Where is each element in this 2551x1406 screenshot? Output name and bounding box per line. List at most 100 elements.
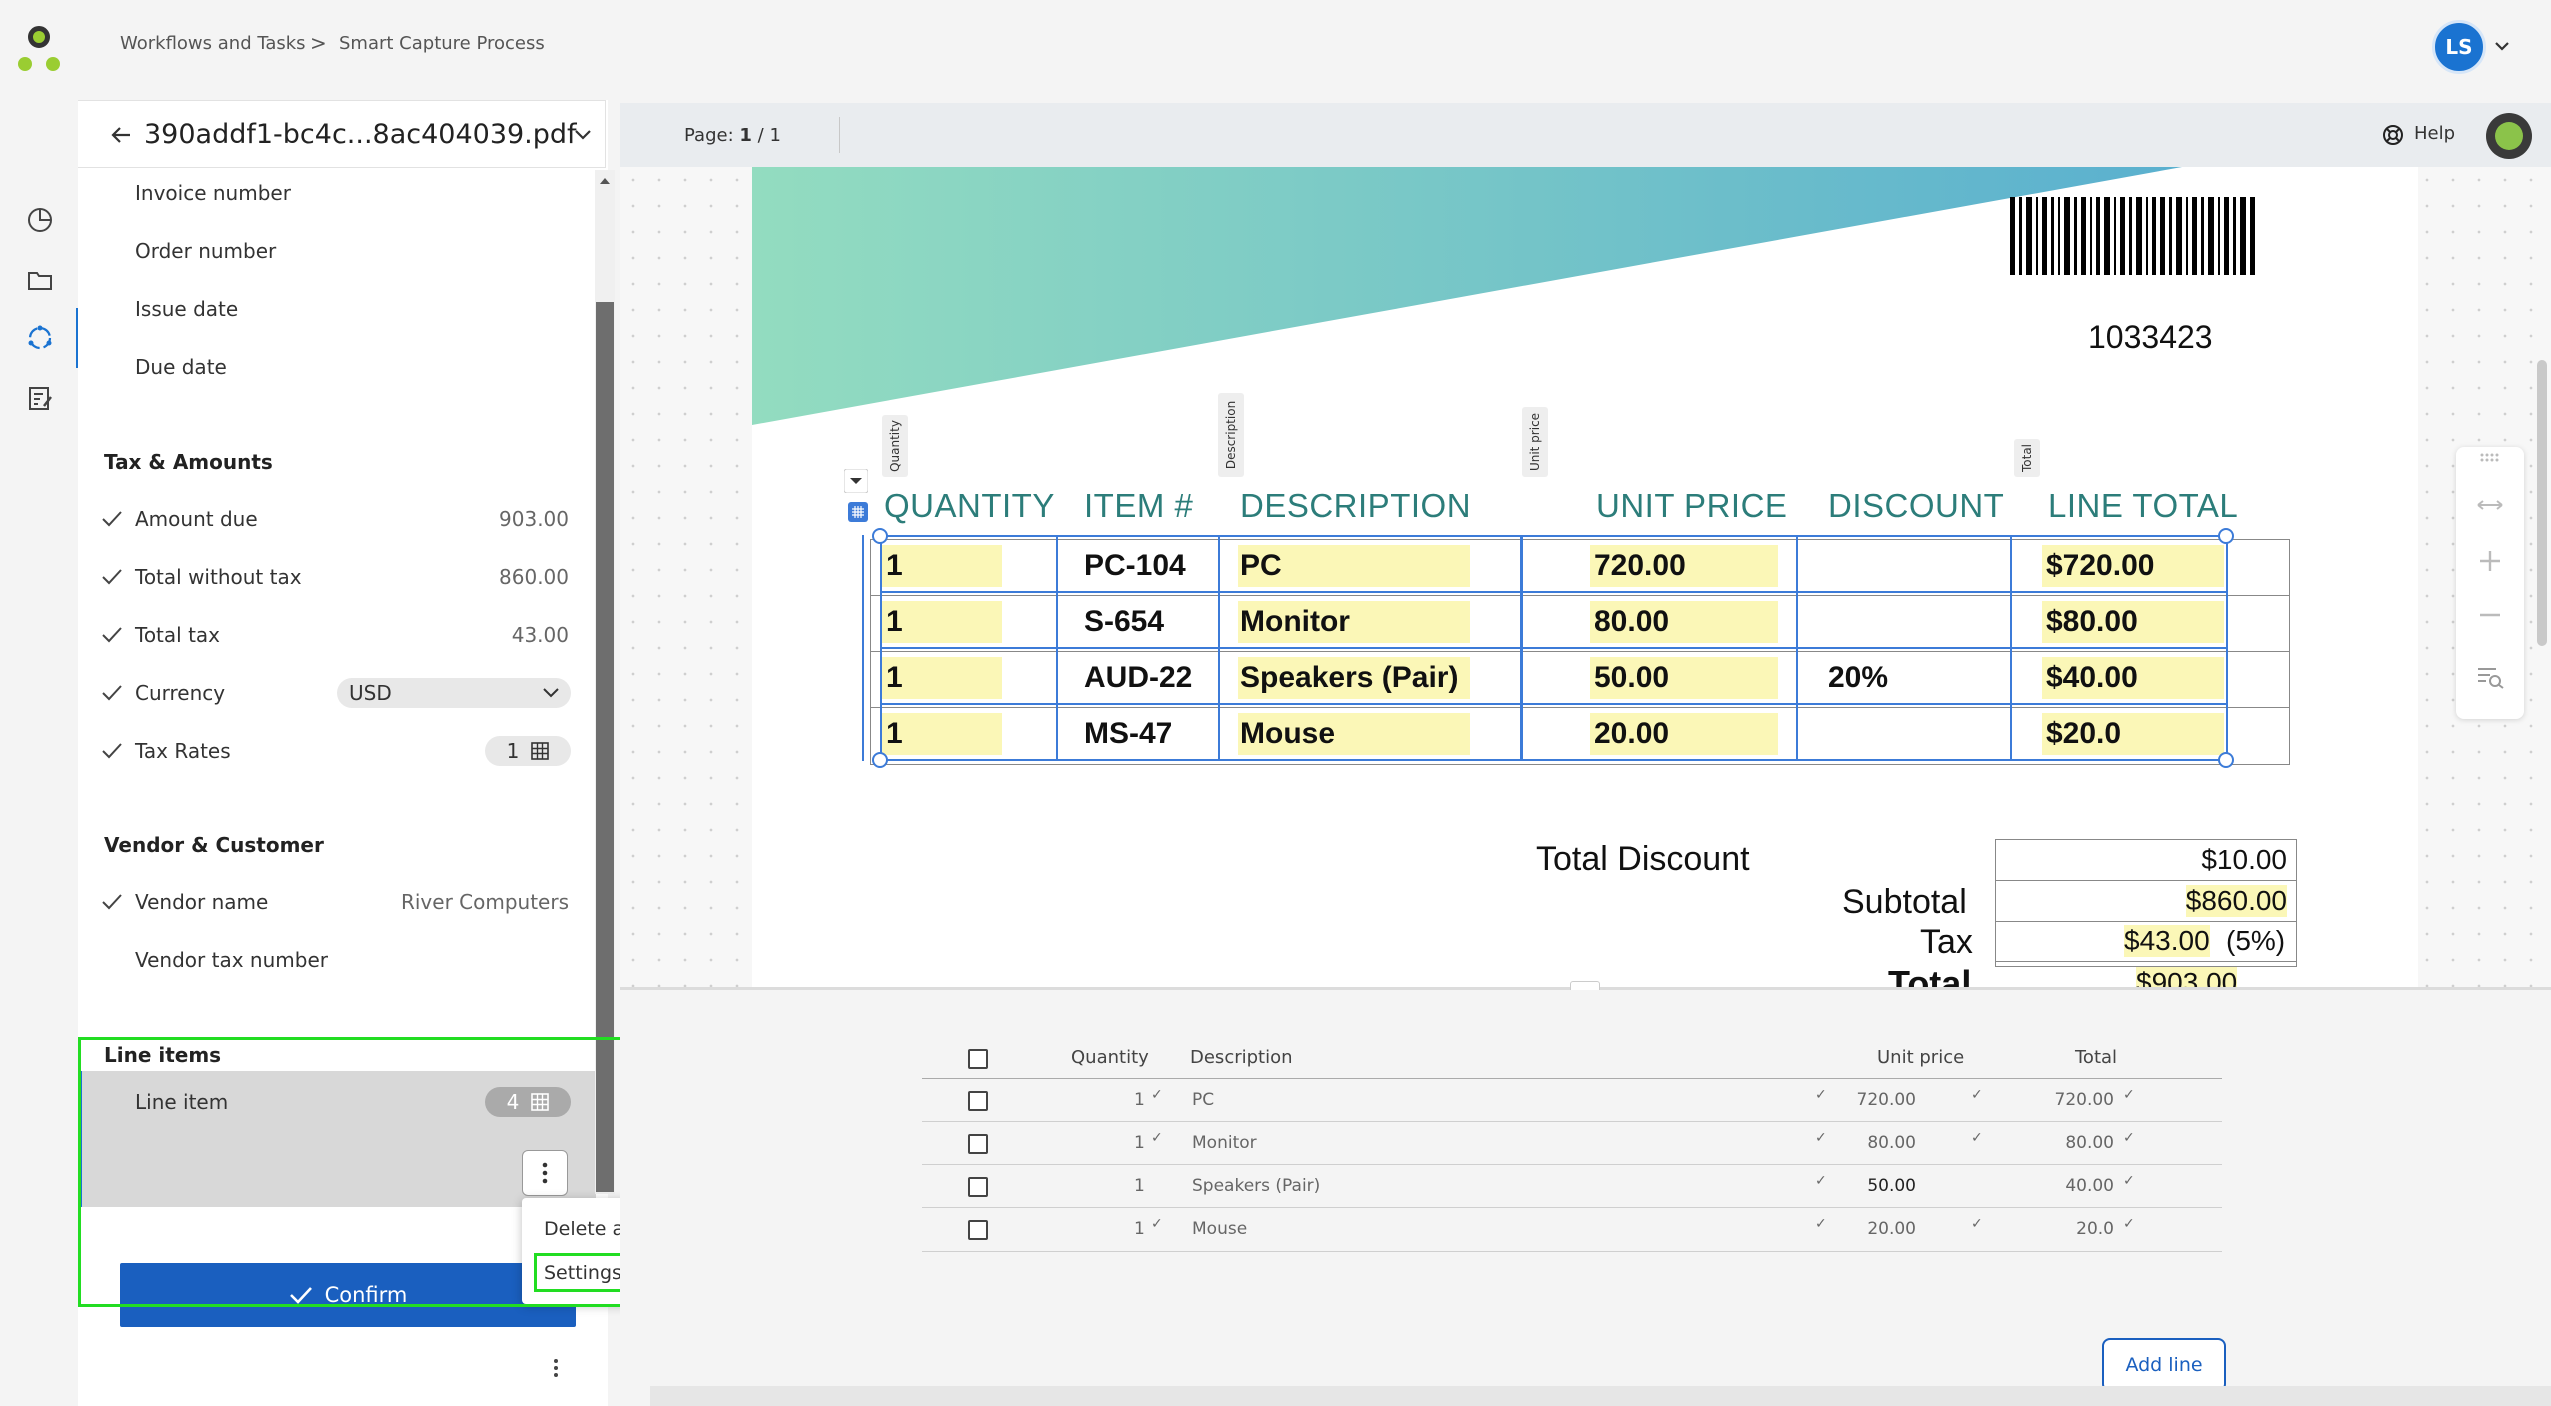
cell-quantity[interactable]: 1 [1134,1219,1145,1239]
cell-total[interactable]: 720.00 [2054,1090,2114,1110]
confirm-button[interactable]: Confirm [120,1263,576,1327]
cell-total[interactable]: 20.0 [2076,1219,2114,1239]
selection-handle[interactable] [2218,752,2234,768]
col-header-description[interactable]: Description [1190,1047,1293,1068]
doc-cell: Mouse [1240,717,1336,750]
menu-delete-all[interactable]: Delete all [544,1218,635,1240]
cell-quantity[interactable]: 1 [1134,1176,1145,1196]
line-item-more-button[interactable] [522,1150,568,1196]
doc-cell: Monitor [1240,605,1350,638]
avatar[interactable]: LS [2432,20,2486,74]
selection-handle[interactable] [2218,528,2234,544]
col-header-total[interactable]: Total [2075,1047,2118,1068]
value-total-without-tax[interactable]: 860.00 [499,565,569,589]
field-vendor-name[interactable]: Vendor name [135,890,269,914]
cell-quantity[interactable]: 1 [1134,1133,1145,1153]
field-total-without-tax[interactable]: Total without tax [135,565,302,589]
col-tag-quantity[interactable]: Quantity [882,415,908,477]
col-tag-total[interactable]: Total [2014,439,2040,477]
tax-rates-badge[interactable]: 1 [485,736,571,766]
field-due-date[interactable]: Due date [135,355,227,379]
value-vendor-name[interactable]: River Computers [400,890,569,914]
row-checkbox[interactable] [968,1134,988,1154]
zoom-out-icon[interactable] [2478,603,2502,627]
column-dropdown-icon[interactable] [844,469,868,493]
table-grid-icon[interactable] [848,502,868,522]
back-arrow-icon[interactable] [110,125,132,145]
col-tag-unit-price[interactable]: Unit price [1522,407,1548,477]
doc-header-item: ITEM # [1084,487,1194,524]
currency-select[interactable]: USD [337,678,571,708]
cell-unit-price[interactable]: 50.00 [1867,1176,1916,1196]
doc-subtotal-label: Subtotal [1842,883,1967,921]
row-checkbox[interactable] [968,1091,988,1111]
doc-cell: PC-104 [1084,549,1186,582]
check-icon: ✓ [1971,1087,1983,1103]
cell-total[interactable]: 40.00 [2065,1176,2114,1196]
table-grid-icon [531,742,550,760]
doc-cell: 50.00 [1594,661,1670,694]
field-tax-rates[interactable]: Tax Rates [135,739,231,763]
viewer-scrollbar-thumb[interactable] [2537,360,2547,646]
help-label[interactable]: Help [2414,123,2456,144]
value-total-tax[interactable]: 43.00 [511,623,569,647]
row-checkbox[interactable] [968,1177,988,1197]
col-tag-description[interactable]: Description [1218,393,1244,477]
field-amount-due[interactable]: Amount due [135,507,258,531]
app-logo[interactable] [18,26,62,74]
col-header-quantity[interactable]: Quantity [1071,1047,1149,1068]
status-indicator[interactable] [2486,113,2532,159]
folder-icon[interactable] [24,264,56,296]
line-item-count-badge[interactable]: 4 [485,1087,571,1117]
row-checkbox[interactable] [968,1220,988,1240]
check-icon [102,511,122,527]
cell-unit-price[interactable]: 80.00 [1867,1133,1916,1153]
field-line-item[interactable]: Line item [135,1090,229,1114]
search-text-icon[interactable] [2476,665,2504,689]
active-nav-indicator [76,308,79,368]
panel-scrollbar-thumb[interactable] [596,302,614,1192]
chevron-down-icon[interactable] [2494,40,2510,52]
selection-handle[interactable] [872,752,888,768]
bottom-scrollbar[interactable] [650,1386,2551,1406]
workflow-icon[interactable] [24,322,56,354]
scroll-up-icon[interactable] [598,176,612,186]
cell-quantity[interactable]: 1 [1134,1090,1145,1110]
field-invoice-number[interactable]: Invoice number [135,181,291,205]
zoom-in-icon[interactable] [2478,549,2502,573]
col-header-unit-price[interactable]: Unit price [1877,1047,1965,1068]
cell-unit-price[interactable]: 720.00 [1856,1090,1916,1110]
menu-settings[interactable]: Settings [544,1262,622,1284]
cell-description[interactable]: PC [1192,1090,1215,1110]
table-grid-icon [531,1093,550,1111]
breadcrumb-parent[interactable]: Workflows and Tasks [120,33,306,54]
check-icon [289,1287,312,1304]
field-total-tax[interactable]: Total tax [135,623,220,647]
field-vendor-tax-number[interactable]: Vendor tax number [135,948,328,972]
doc-header-description: DESCRIPTION [1240,487,1472,524]
more-vertical-icon[interactable] [553,1358,559,1378]
fit-width-icon[interactable] [2476,497,2504,513]
doc-cell: $720.00 [2046,549,2155,582]
add-line-button[interactable]: Add line [2102,1338,2226,1392]
help-icon[interactable] [2382,124,2404,146]
left-rail [0,100,78,1406]
select-all-checkbox[interactable] [968,1049,988,1069]
tasks-icon[interactable] [24,382,56,414]
cell-unit-price[interactable]: 20.00 [1867,1219,1916,1239]
cell-description[interactable]: Speakers (Pair) [1192,1176,1321,1196]
drag-handle-icon[interactable] [2480,453,2500,463]
cell-description[interactable]: Monitor [1192,1133,1257,1153]
analytics-icon[interactable] [24,204,56,236]
cell-total[interactable]: 80.00 [2065,1133,2114,1153]
value-amount-due[interactable]: 903.00 [499,507,569,531]
field-order-number[interactable]: Order number [135,239,277,263]
field-issue-date[interactable]: Issue date [135,297,239,321]
file-dropdown-chevron-icon[interactable] [574,129,592,141]
cell-description[interactable]: Mouse [1192,1219,1248,1239]
breadcrumb-current: Smart Capture Process [339,33,545,54]
doc-cell: AUD-22 [1084,661,1193,694]
doc-cell: $40.00 [2046,661,2138,694]
selection-handle[interactable] [872,528,888,544]
page-indicator: Page: 1 / 1 [684,125,781,146]
